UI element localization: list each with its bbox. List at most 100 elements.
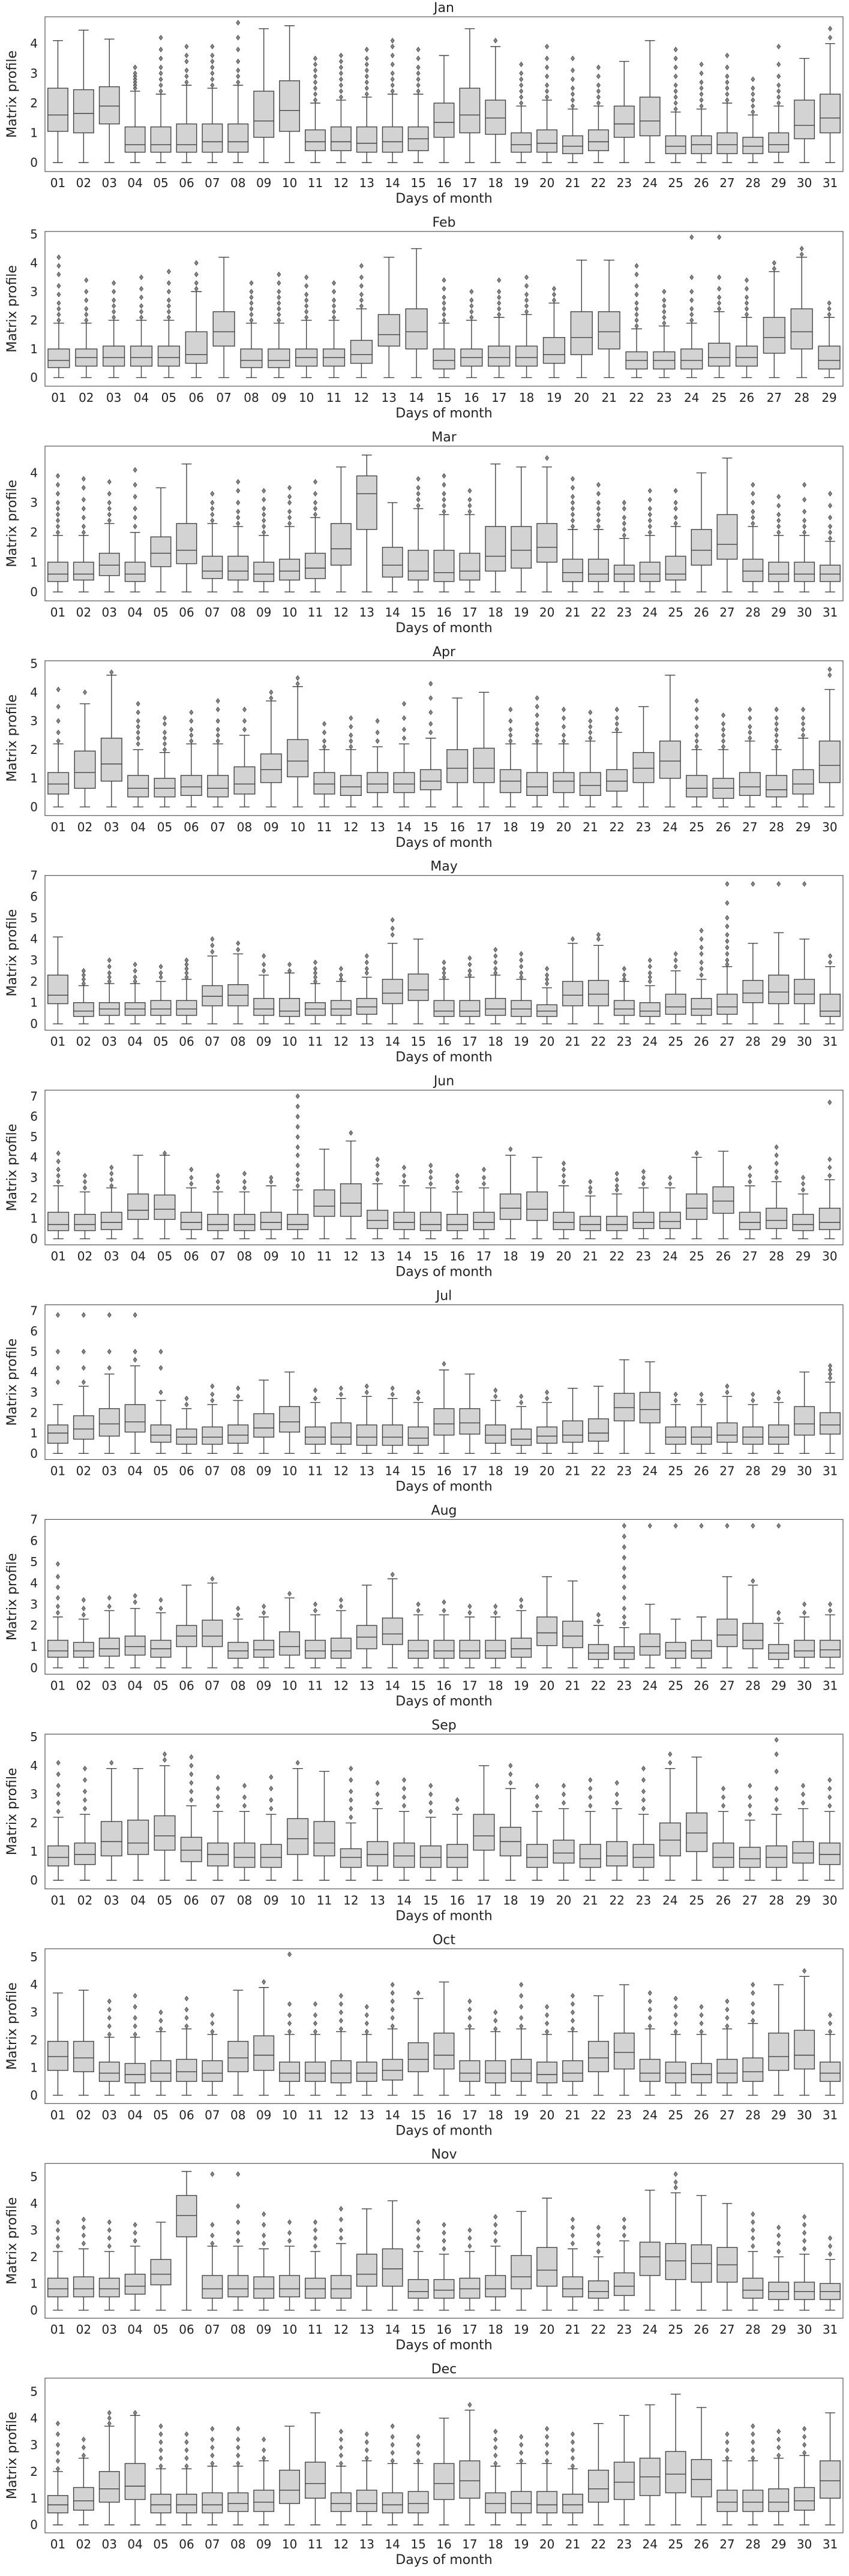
outlier-point [673, 957, 678, 963]
outlier-point [287, 1591, 292, 1597]
outlier-point [184, 2006, 189, 2013]
outlier-point [390, 52, 395, 59]
x-tick-label: 31 [823, 2108, 838, 2122]
outlier-point [801, 1800, 805, 1806]
outlier-point [313, 978, 317, 985]
plot-frame [44, 1089, 844, 1246]
outlier-point [596, 491, 601, 497]
outlier-point [189, 1771, 194, 1777]
box-iqr [459, 2460, 481, 2499]
outlier-point [416, 70, 421, 76]
outlier-point [83, 1797, 87, 1803]
x-tick-label: 01 [50, 1893, 65, 1907]
x-tick-label: 22 [591, 2108, 606, 2122]
outlier-point [699, 927, 704, 934]
outlier-point [442, 2238, 446, 2244]
plot-frame [44, 1519, 844, 1675]
outlier-point [163, 747, 167, 753]
outlier-point [158, 1348, 163, 1355]
x-tick-label: 21 [565, 1678, 580, 1693]
outlier-point [416, 1990, 421, 1996]
x-tick-label: 06 [179, 605, 194, 620]
outlier-point [622, 1565, 626, 1571]
outlier-point [338, 2460, 343, 2467]
x-tick-label: 06 [179, 1678, 194, 1693]
outlier-point [545, 88, 550, 94]
outlier-point [588, 1185, 593, 1191]
outlier-point [641, 1174, 646, 1181]
x-tick-label: 04 [130, 1249, 145, 1264]
outlier-point [641, 1766, 646, 1772]
y-axis-label: Matrix profile [5, 265, 20, 353]
outlier-point [136, 729, 140, 735]
x-tick-label: 26 [694, 1464, 709, 1478]
outlier-point [81, 972, 86, 978]
outlier-point [562, 1179, 566, 1185]
outlier-point [295, 1177, 300, 1183]
outlier-point [109, 1164, 114, 1171]
x-tick-label: 16 [449, 1249, 464, 1264]
box-iqr [794, 979, 815, 1005]
outlier-point [571, 936, 575, 942]
outlier-point [828, 2243, 833, 2249]
box-iqr [459, 1000, 481, 1017]
x-tick-label: 23 [617, 605, 632, 620]
outlier-point [416, 2219, 421, 2225]
x-tick-label: 25 [689, 1893, 704, 1907]
outlier-point [776, 512, 781, 518]
outlier-point [689, 234, 694, 241]
outlier-point [647, 2015, 652, 2021]
box-iqr [253, 997, 275, 1016]
x-tick-label: 19 [529, 820, 544, 834]
outlier-point [699, 79, 704, 85]
outlier-point [55, 1379, 60, 1385]
outlier-point [497, 277, 502, 283]
outlier-point [493, 38, 498, 44]
x-tick-label: 08 [230, 2537, 245, 2551]
box-iqr [227, 2040, 249, 2072]
outlier-point [402, 715, 406, 721]
x-tick-label: 18 [519, 390, 534, 405]
box-iqr [794, 2487, 815, 2511]
y-tick-label: 4 [30, 1576, 38, 1590]
y-tick-label: 0 [30, 1446, 38, 1460]
outlier-point [694, 738, 699, 744]
box-iqr [459, 2277, 481, 2299]
box-iqr [459, 2060, 481, 2082]
outlier-point [802, 518, 807, 524]
outlier-point [641, 1789, 646, 1795]
outlier-point [801, 721, 805, 727]
box-iqr [742, 2490, 764, 2512]
box-iqr [433, 1640, 455, 1659]
outlier-point [133, 1992, 137, 1999]
outlier-point [81, 2225, 86, 2231]
outlier-point [689, 306, 694, 312]
outlier-point [313, 2235, 317, 2241]
y-tick-label: 3 [30, 495, 38, 510]
outlier-point [375, 729, 380, 735]
box-iqr [47, 1845, 70, 1866]
outlier-point [158, 88, 163, 94]
box-iqr [485, 2275, 506, 2298]
x-tick-label: 19 [514, 2537, 529, 2551]
x-tick-label: 15 [410, 176, 425, 190]
x-tick-label: 23 [656, 390, 671, 405]
outlier-point [133, 467, 137, 473]
outlier-point [242, 1794, 247, 1801]
y-axis-label: Matrix profile [5, 50, 20, 138]
outlier-point [210, 2028, 215, 2035]
outlier-point [158, 76, 163, 82]
box-iqr [818, 1207, 841, 1230]
outlier-point [622, 1523, 626, 1529]
x-tick-label: 08 [230, 176, 245, 190]
outlier-point [442, 473, 446, 479]
outlier-point [571, 2225, 575, 2231]
box-iqr [305, 2277, 326, 2299]
x-tick-label: 26 [716, 1893, 731, 1907]
box-iqr [207, 1213, 229, 1231]
outlier-point [295, 1134, 300, 1140]
box-iqr [794, 1640, 815, 1658]
y-tick-label: 3 [30, 1171, 38, 1185]
x-tick-label: 02 [79, 390, 94, 405]
outlier-point [776, 524, 781, 530]
